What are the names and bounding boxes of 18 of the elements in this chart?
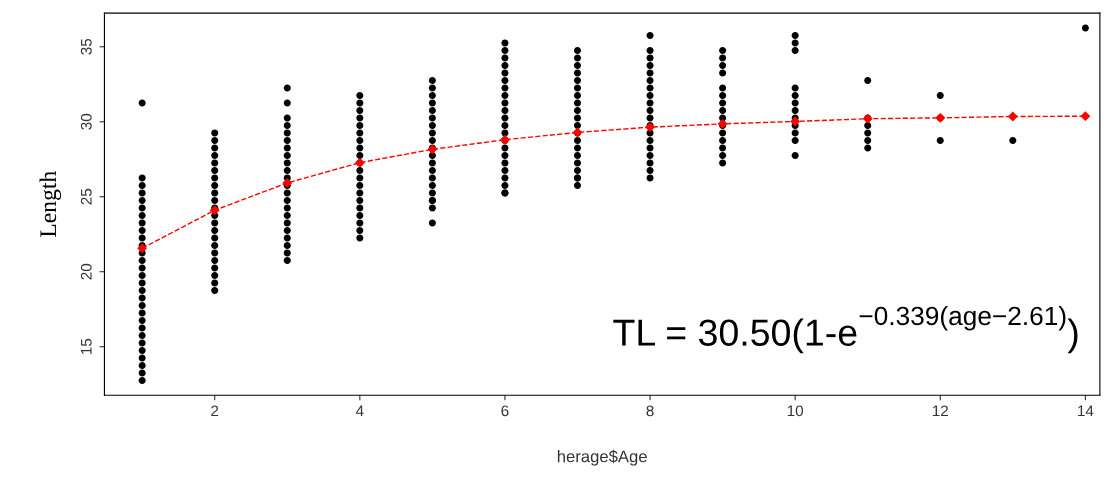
y-tick-label: 25 xyxy=(80,188,92,205)
x-axis-title: herage$Age xyxy=(557,449,647,466)
x-tick-label: 14 xyxy=(1078,405,1094,417)
point xyxy=(790,116,800,127)
x-tick-label: 2 xyxy=(211,405,219,417)
y-tick-label: 15 xyxy=(81,338,92,355)
y-tick-label: 30 xyxy=(80,113,92,130)
x-tick-label: 12 xyxy=(932,405,948,417)
x-tick-label: 8 xyxy=(646,405,654,417)
point xyxy=(1008,111,1018,122)
y-axis-title: Length xyxy=(39,171,62,237)
x-tick-label: 6 xyxy=(501,405,509,417)
x-tick-label: 10 xyxy=(787,405,804,417)
y-tick-label: 35 xyxy=(80,38,92,55)
x-tick-label: 4 xyxy=(355,405,364,417)
y-tick-label: 20 xyxy=(80,263,92,280)
point xyxy=(137,243,147,253)
point xyxy=(1080,111,1091,121)
